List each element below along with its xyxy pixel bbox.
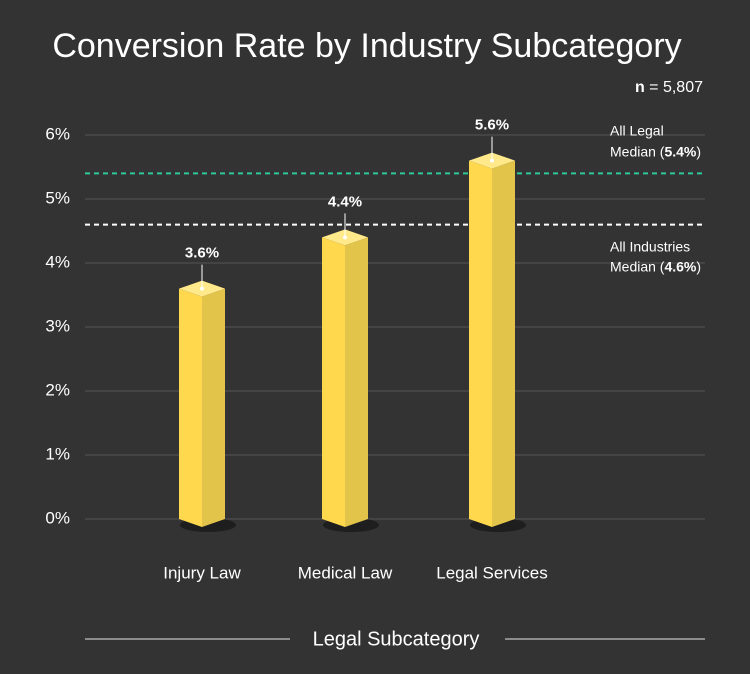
y-tick-label: 5% bbox=[45, 188, 70, 207]
label-dot bbox=[343, 235, 347, 240]
y-tick-label: 3% bbox=[45, 316, 70, 335]
bar-front bbox=[322, 237, 345, 527]
label-dot bbox=[200, 286, 204, 291]
y-tick-label: 1% bbox=[45, 444, 70, 463]
reference-label-text: All Legal bbox=[610, 122, 664, 138]
y-tick-label: 6% bbox=[45, 124, 70, 143]
reference-value-label: 5.4% bbox=[664, 143, 696, 159]
x-tick-label: Medical Law bbox=[298, 563, 393, 582]
sample-size-value: = 5,807 bbox=[649, 79, 703, 96]
bar-front bbox=[179, 288, 202, 527]
sample-size: n = 5,807 bbox=[635, 79, 703, 96]
reference-label-text: All Industries bbox=[610, 238, 690, 254]
bar bbox=[179, 280, 225, 527]
reference-label-text: Median ( bbox=[610, 143, 665, 159]
bar-side bbox=[202, 288, 225, 527]
bar-front bbox=[469, 160, 492, 527]
y-tick-label: 2% bbox=[45, 380, 70, 399]
reference-label: Median (5.4%) bbox=[610, 143, 701, 159]
reference-label-text: Median ( bbox=[610, 258, 665, 274]
reference-label-end: ) bbox=[696, 143, 701, 159]
reference-label: All Legal bbox=[610, 122, 664, 138]
reference-label-end: ) bbox=[696, 258, 701, 274]
value-label: 3.6% bbox=[185, 245, 219, 262]
y-tick-label: 0% bbox=[45, 508, 70, 527]
chart-title: Conversion Rate by Industry Subcategory bbox=[52, 27, 681, 65]
value-label: 4.4% bbox=[328, 193, 362, 210]
reference-label: Median (4.6%) bbox=[610, 258, 701, 274]
sample-size-label: n bbox=[635, 79, 645, 96]
x-tick-label: Legal Services bbox=[436, 563, 548, 582]
reference-label: All Industries bbox=[610, 238, 690, 254]
value-label: 5.6% bbox=[475, 117, 509, 134]
label-dot bbox=[490, 158, 494, 163]
bar-side bbox=[492, 160, 515, 527]
y-tick-label: 4% bbox=[45, 252, 70, 271]
x-tick-label: Injury Law bbox=[163, 563, 241, 582]
bar bbox=[322, 229, 368, 527]
reference-value-label: 4.6% bbox=[664, 258, 696, 274]
bar bbox=[469, 152, 515, 527]
bar-side bbox=[345, 237, 368, 527]
x-axis-title: Legal Subcategory bbox=[313, 628, 480, 650]
